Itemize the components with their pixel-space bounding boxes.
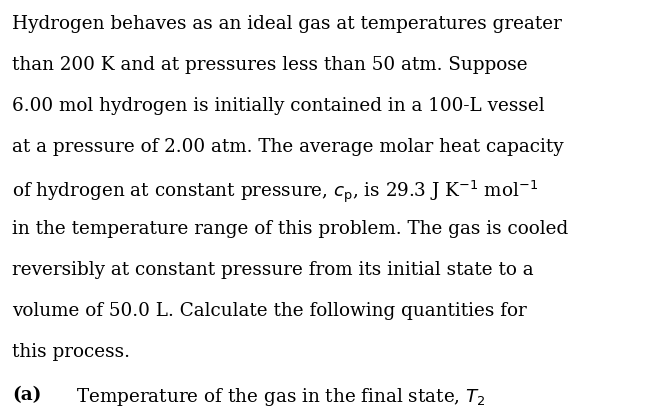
Text: than 200 K and at pressures less than 50 atm. Suppose: than 200 K and at pressures less than 50… (12, 56, 528, 74)
Text: (a): (a) (12, 386, 41, 404)
Text: at a pressure of 2.00 atm. The average molar heat capacity: at a pressure of 2.00 atm. The average m… (12, 138, 564, 156)
Text: of hydrogen at constant pressure, $c_{\rm p}$, is 29.3 J K$^{-1}$ mol$^{-1}$: of hydrogen at constant pressure, $c_{\r… (12, 179, 538, 205)
Text: in the temperature range of this problem. The gas is cooled: in the temperature range of this problem… (12, 220, 568, 238)
Text: Hydrogen behaves as an ideal gas at temperatures greater: Hydrogen behaves as an ideal gas at temp… (12, 15, 562, 33)
Text: this process.: this process. (12, 343, 130, 361)
Text: 6.00 mol hydrogen is initially contained in a 100-L vessel: 6.00 mol hydrogen is initially contained… (12, 97, 545, 115)
Text: Temperature of the gas in the final state, $T_2$: Temperature of the gas in the final stat… (76, 386, 486, 409)
Text: reversibly at constant pressure from its initial state to a: reversibly at constant pressure from its… (12, 261, 533, 279)
Text: volume of 50.0 L. Calculate the following quantities for: volume of 50.0 L. Calculate the followin… (12, 302, 526, 320)
